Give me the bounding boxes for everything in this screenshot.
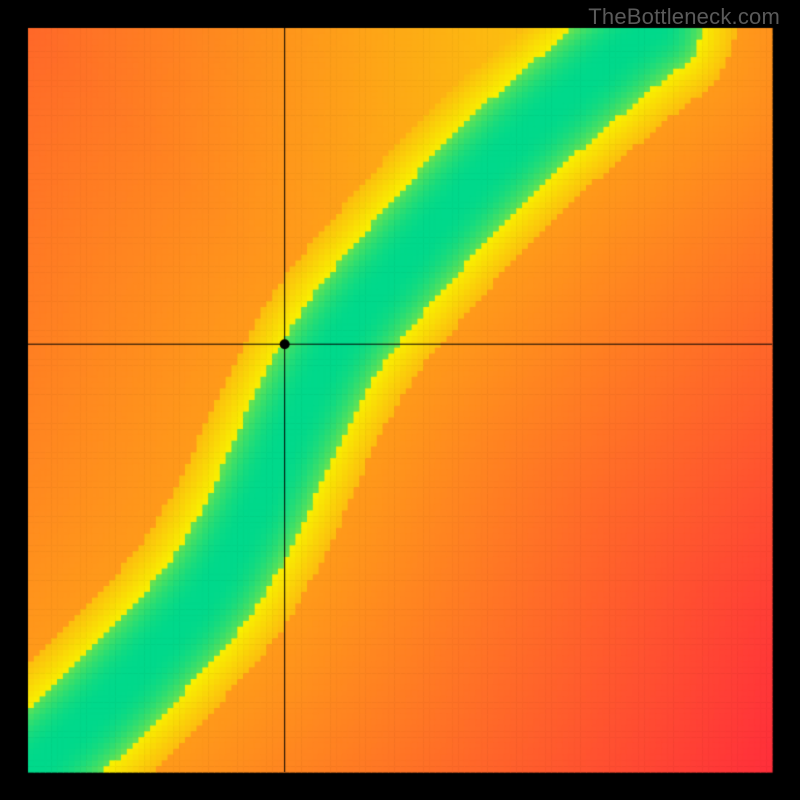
watermark-text: TheBottleneck.com bbox=[588, 4, 780, 30]
bottleneck-heatmap bbox=[0, 0, 800, 800]
